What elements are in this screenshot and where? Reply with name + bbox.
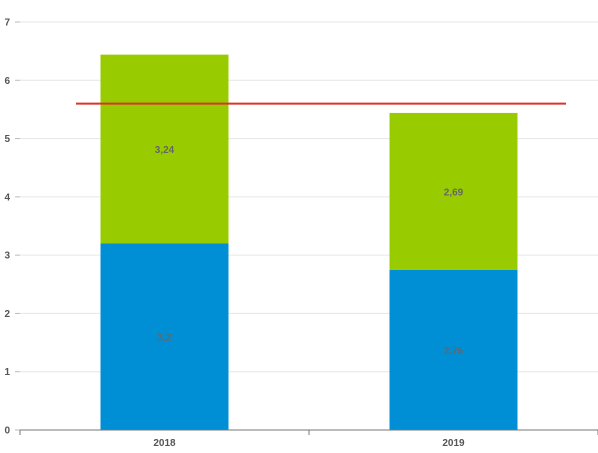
x-category-label: 2018 [153, 438, 176, 449]
bar-segment [389, 112, 518, 270]
bar-segment [100, 243, 229, 430]
y-tick-label: 7 [4, 18, 10, 29]
bar-segment [389, 269, 518, 430]
y-tick-label: 4 [4, 192, 10, 203]
data-label: 3,2 [158, 333, 172, 344]
y-tick-label: 0 [4, 426, 10, 437]
y-tick-label: 1 [4, 367, 10, 378]
data-label: 2,69 [444, 187, 464, 198]
y-tick-label: 5 [4, 134, 10, 145]
data-label: 3,24 [155, 145, 175, 156]
bar-segment [100, 54, 229, 244]
y-tick-label: 2 [4, 309, 10, 320]
x-category-label: 2019 [442, 438, 465, 449]
data-label: 2,75 [444, 346, 464, 357]
y-tick-label: 6 [4, 76, 10, 87]
y-tick-label: 3 [4, 251, 10, 262]
